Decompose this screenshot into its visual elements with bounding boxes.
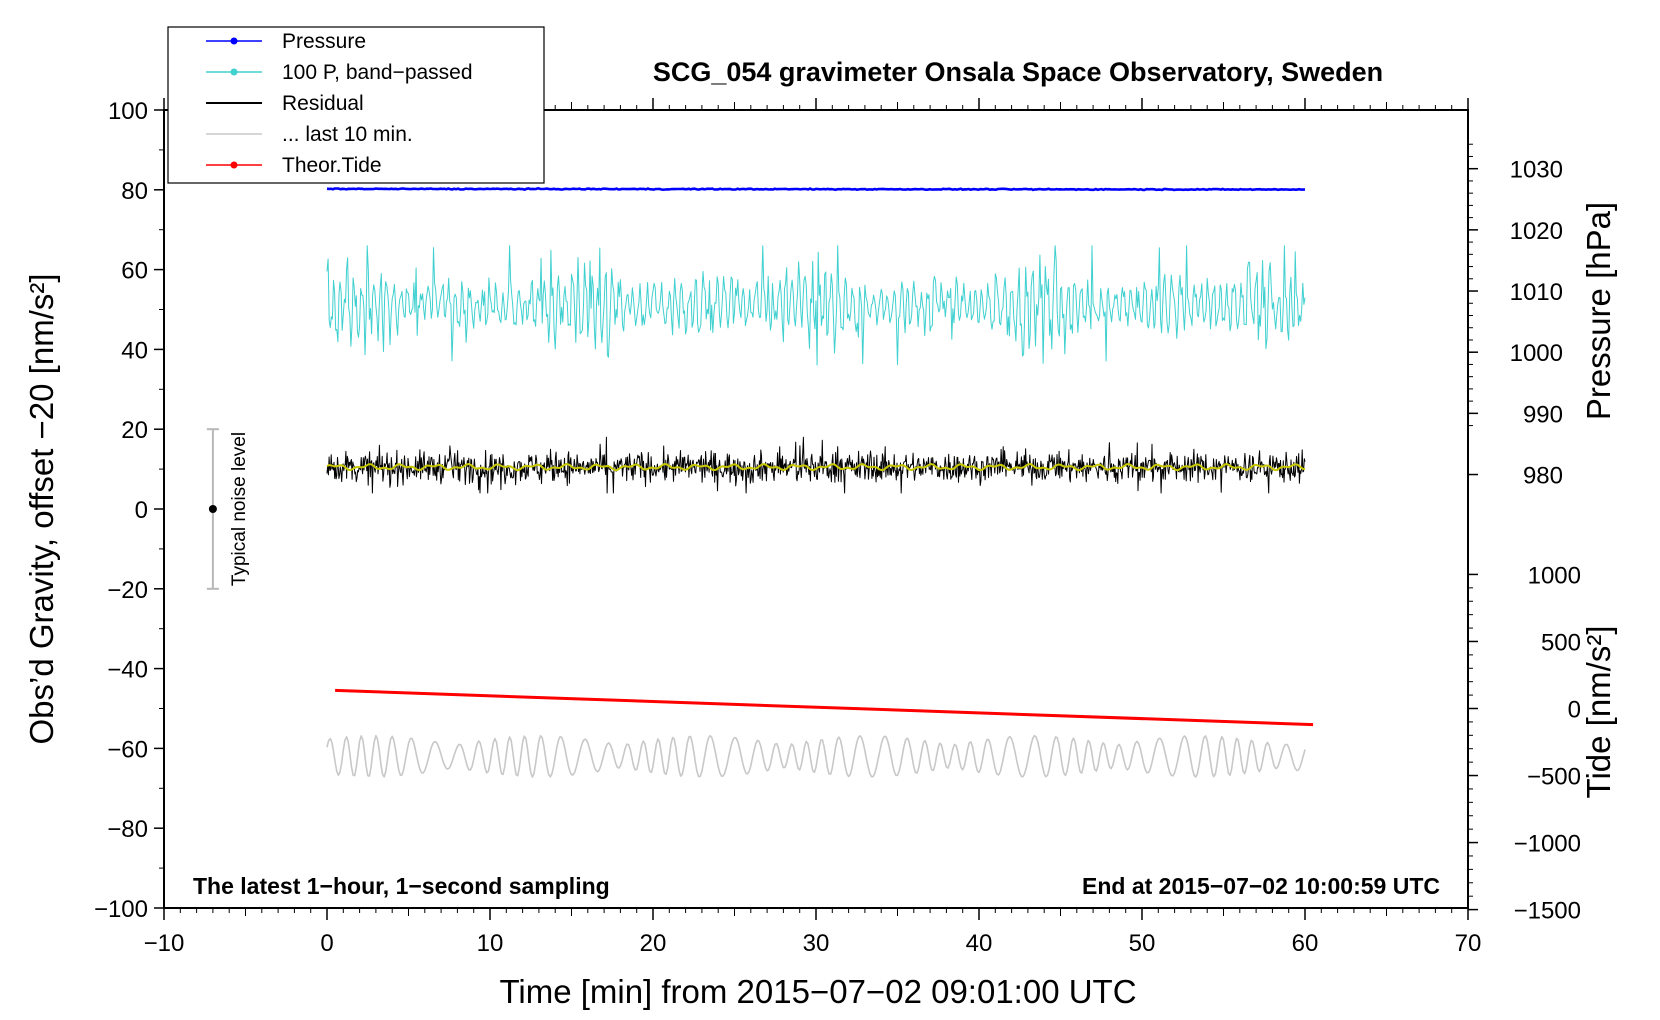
legend-marker xyxy=(230,37,238,45)
noise-bar-label: Typical noise level xyxy=(229,432,250,586)
tide-tick-label: −500 xyxy=(1527,764,1581,791)
x-tick-label: 50 xyxy=(1129,930,1156,957)
axis-ticks xyxy=(154,98,1478,920)
series-pressure xyxy=(326,187,1306,192)
tide-tick-label: 0 xyxy=(1568,697,1581,724)
tick-labels: −10 0 10 20 30 40 50 60 70100806040200−20−40−60−… xyxy=(94,98,1581,957)
y-tick-label: 80 xyxy=(121,178,148,205)
y-tick-label: −60 xyxy=(107,736,148,763)
plot-frame xyxy=(163,109,1469,909)
y-tick-label: 0 xyxy=(135,497,148,524)
legend-label: Residual xyxy=(282,92,364,115)
legend-box xyxy=(167,26,545,184)
x-tick-label: −10 xyxy=(144,930,185,957)
x-tick-label: 60 xyxy=(1292,930,1319,957)
series-residual xyxy=(326,436,1306,494)
pressure-tick-label: 980 xyxy=(1523,463,1563,490)
legend-marker xyxy=(230,68,238,76)
tide-tick-label: 500 xyxy=(1541,629,1581,656)
legend: Pressure 100 P, band−passed Residual ... la… xyxy=(167,26,545,184)
x-axis-label: Time [min] from 2015−07−02 09:01:00 UTC xyxy=(499,973,1136,1010)
legend-marker xyxy=(230,161,238,169)
chart-title: SCG_054 gravimeter Onsala Space Observat… xyxy=(653,57,1383,87)
y-axis-label-left: Obs’d Gravity, offset −20 [nm/s²] xyxy=(23,273,60,744)
pressure-tick-label: 1030 xyxy=(1510,157,1563,184)
y-tick-label: −80 xyxy=(107,816,148,843)
series-theoretical-tide xyxy=(335,688,1314,727)
pressure-tick-label: 1000 xyxy=(1510,340,1563,367)
annotation-bottom-left: The latest 1−hour, 1−second sampling xyxy=(193,873,610,899)
series-bandpassed-pressure xyxy=(326,245,1306,366)
x-tick-label: 70 xyxy=(1455,930,1482,957)
noise-bar: Typical noise level xyxy=(206,428,250,590)
legend-label: ... last 10 min. xyxy=(282,123,413,146)
legend-label: Theor.Tide xyxy=(282,154,382,177)
y-tick-label: 40 xyxy=(121,337,148,364)
tide-tick-label: −1500 xyxy=(1514,898,1581,925)
tide-tick-label: −1000 xyxy=(1514,831,1581,858)
y-axis-label-tide: Tide [nm/s²] xyxy=(1580,626,1617,799)
series-layer xyxy=(326,187,1314,778)
x-tick-label: 30 xyxy=(803,930,830,957)
pressure-tick-label: 1010 xyxy=(1510,279,1563,306)
x-tick-label: 0 xyxy=(320,930,333,957)
x-tick-label: 40 xyxy=(966,930,993,957)
series-last-10-min xyxy=(326,734,1306,778)
y-tick-label: 20 xyxy=(121,417,148,444)
legend-label: Pressure xyxy=(282,30,366,53)
x-tick-label: 20 xyxy=(640,930,667,957)
series-smoothed-residual xyxy=(326,462,1306,472)
pressure-tick-label: 1020 xyxy=(1510,218,1563,245)
x-tick-label: 10 xyxy=(477,930,504,957)
legend-label: 100 P, band−passed xyxy=(282,61,473,84)
annotation-bottom-right: End at 2015−07−02 10:00:59 UTC xyxy=(1082,873,1440,899)
y-tick-label: −100 xyxy=(94,896,148,923)
noise-bar-dot xyxy=(208,505,217,513)
y-tick-label: −40 xyxy=(107,657,148,684)
y-tick-label: −20 xyxy=(107,577,148,604)
pressure-tick-label: 990 xyxy=(1523,401,1563,428)
y-axis-label-pressure: Pressure [hPa] xyxy=(1580,202,1617,420)
tide-tick-label: 1000 xyxy=(1528,562,1581,589)
y-tick-label: 100 xyxy=(108,98,148,125)
y-tick-label: 60 xyxy=(121,258,148,285)
